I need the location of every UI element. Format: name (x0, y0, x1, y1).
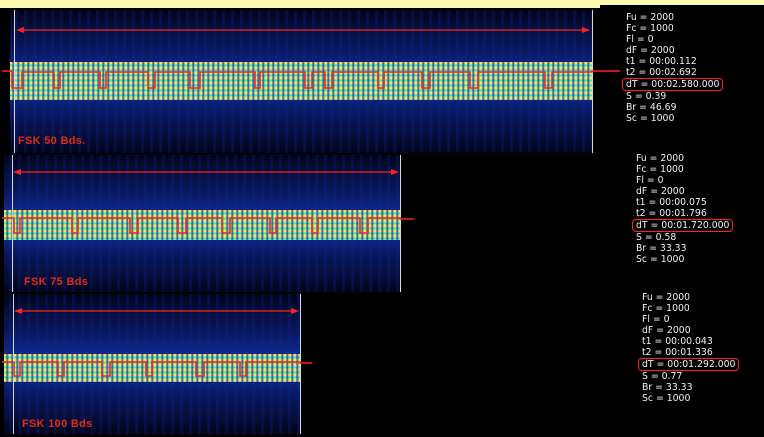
measurement-t1: t1 = 00:00.075 (636, 197, 707, 208)
measurements-panel-1: Fu = 2000 Fc = 1000 Fl = 0 dF = 2000 t1 … (622, 12, 724, 124)
measurement-dt-highlighted: dT = 00:01.720.000 (632, 219, 734, 232)
measurement-t2: t2 = 00:02.692 (626, 67, 697, 78)
signal-band (4, 354, 300, 382)
measurement-fc: Fc = 1000 (642, 303, 690, 314)
measurement-t1: t1 = 00:00.043 (642, 336, 713, 347)
measurement-br: Br = 46.69 (626, 102, 677, 113)
measurement-fc: Fc = 1000 (636, 164, 684, 175)
measurement-fu: Fu = 2000 (626, 12, 675, 23)
measurement-dt-highlighted: dT = 00:01.292.000 (638, 358, 740, 371)
measurement-fl: Fl = 0 (626, 34, 654, 45)
panel-caption-fsk-75: FSK 75 Bds (24, 276, 89, 288)
measurement-t2: t2 = 00:01.796 (636, 208, 707, 219)
measurement-sc: Sc = 1000 (636, 254, 685, 265)
signal-band (10, 62, 592, 100)
signal-band (4, 210, 400, 240)
measurement-sc: Sc = 1000 (642, 393, 691, 404)
time-marker-end[interactable] (592, 10, 593, 153)
measurement-df: dF = 2000 (626, 45, 675, 56)
measurement-br: Br = 33.33 (642, 382, 693, 393)
measurement-dt-highlighted: dT = 00:02.580.000 (622, 78, 724, 91)
spectrogram-fsk-75 (4, 155, 400, 292)
measurement-fl: Fl = 0 (636, 175, 664, 186)
measurements-panel-2: Fu = 2000 Fc = 1000 Fl = 0 dF = 2000 t1 … (632, 153, 734, 265)
time-marker-end[interactable] (400, 155, 401, 292)
measurement-fc: Fc = 1000 (626, 23, 674, 34)
measurement-br: Br = 33.33 (636, 243, 687, 254)
panel-caption-fsk-50: FSK 50 Bds. (18, 135, 86, 147)
time-marker-start[interactable] (13, 294, 14, 434)
time-marker-end[interactable] (300, 294, 301, 434)
right-info-background (600, 5, 764, 437)
measurements-panel-3: Fu = 2000 Fc = 1000 Fl = 0 dF = 2000 t1 … (638, 292, 740, 404)
spectrogram-fsk-100 (4, 294, 300, 434)
measurement-t1: t1 = 00:00.112 (626, 56, 697, 67)
panel-caption-fsk-100: FSK 100 Bds (22, 418, 93, 430)
measurement-s: S = 0.39 (626, 91, 667, 102)
measurement-t2: t2 = 00:01.336 (642, 347, 713, 358)
spectrogram-fsk-50 (10, 10, 592, 153)
measurement-fl: Fl = 0 (642, 314, 670, 325)
measurement-fu: Fu = 2000 (636, 153, 685, 164)
measurement-df: dF = 2000 (642, 325, 691, 336)
measurement-fu: Fu = 2000 (642, 292, 691, 303)
time-marker-start[interactable] (12, 155, 13, 292)
measurement-s: S = 0.58 (636, 232, 677, 243)
time-marker-start[interactable] (14, 10, 15, 153)
measurement-df: dF = 2000 (636, 186, 685, 197)
measurement-s: S = 0.77 (642, 371, 683, 382)
measurement-sc: Sc = 1000 (626, 113, 675, 124)
